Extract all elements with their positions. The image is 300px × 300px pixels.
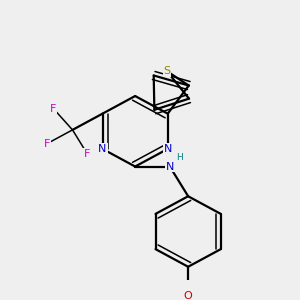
Text: N: N xyxy=(98,144,107,154)
Text: F: F xyxy=(50,103,57,114)
Text: H: H xyxy=(176,153,183,162)
Text: F: F xyxy=(44,139,50,149)
Text: F: F xyxy=(84,149,91,159)
Text: N: N xyxy=(164,144,172,154)
Text: S: S xyxy=(164,66,170,76)
Text: O: O xyxy=(184,292,193,300)
Text: N: N xyxy=(166,161,174,172)
